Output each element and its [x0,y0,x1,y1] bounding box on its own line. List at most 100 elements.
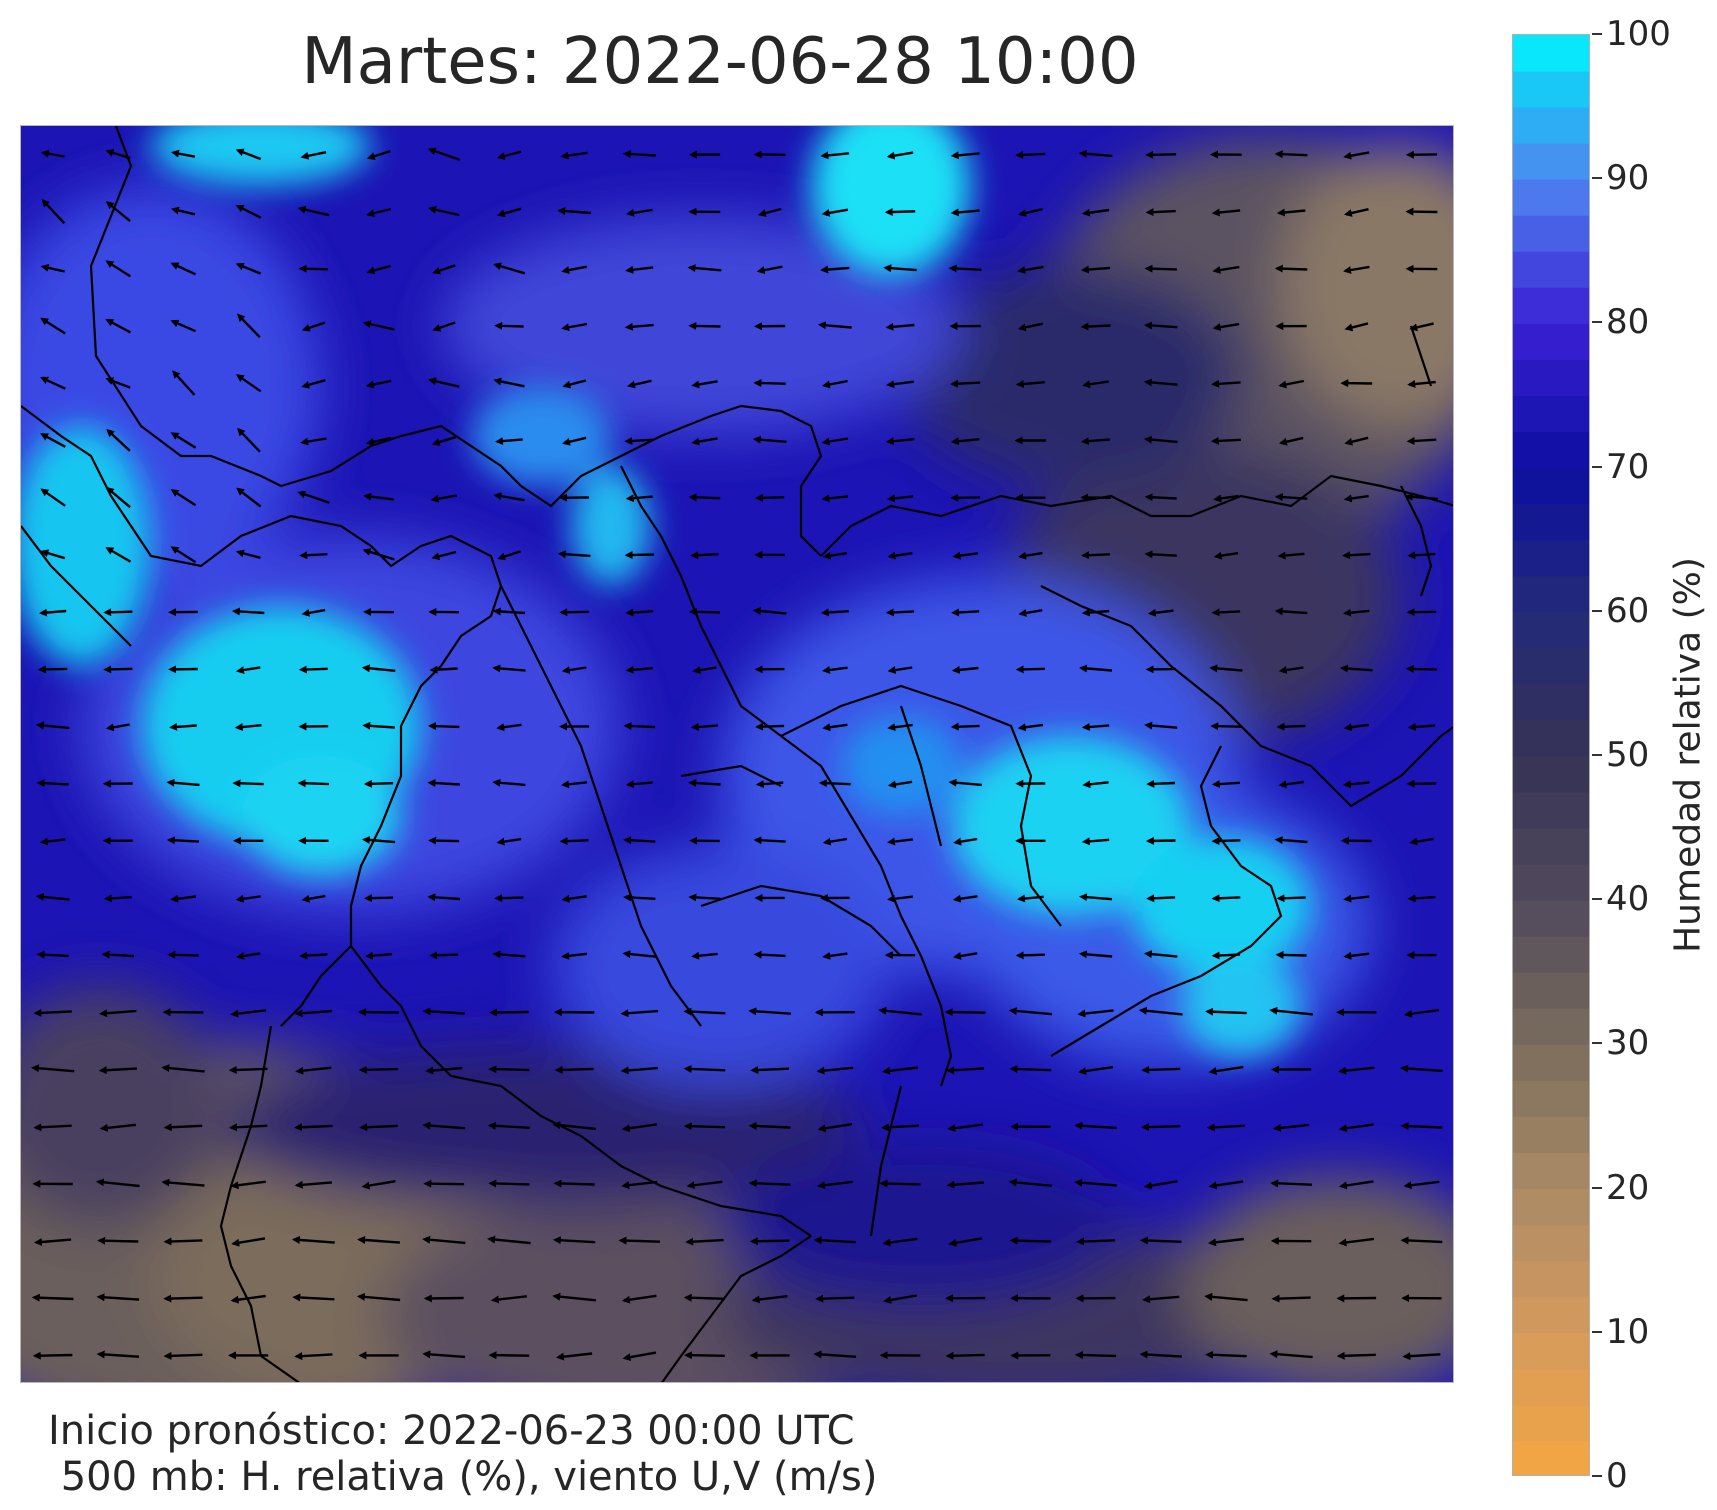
wind-arrow [103,894,132,903]
wind-arrow [813,1236,856,1245]
wind-arrow [103,665,133,674]
wind-arrow [294,1123,333,1132]
wind-arrow [105,486,131,509]
wind-arrow [494,321,524,330]
wind-arrow [625,494,653,503]
wind-arrow [686,1180,723,1190]
wind-arrow [1018,208,1043,217]
wind-arrow [887,780,913,789]
wind-arrow [690,722,719,731]
wind-arrow [496,207,522,218]
wind-arrow [1406,608,1437,617]
humidity-wind-map[interactable] [20,125,1454,1383]
wind-arrow [953,837,978,846]
colorbar-band [1513,323,1589,360]
wind-arrow [171,149,196,158]
wind-arrow [817,1123,853,1133]
wind-arrow [366,150,391,160]
wind-arrow [236,952,261,960]
wind-arrow [1407,722,1436,731]
wind-arrow [297,779,330,788]
wind-arrow [683,1122,726,1131]
wind-arrow [1213,551,1239,560]
wind-arrow [298,264,329,273]
wind-arrow [1277,551,1305,560]
wind-arrow [237,427,261,453]
colorbar-tick-label: 40 [1606,879,1650,920]
wind-arrow [492,950,526,959]
wind-arrow [822,723,848,732]
wind-arrow [291,1235,335,1244]
colorbar-tick-label: 100 [1606,14,1671,54]
wind-arrow [1269,1006,1314,1016]
colorbar-band [1513,683,1589,721]
wind-arrow [947,1123,984,1133]
colorbar-tick-mark [1592,1475,1602,1477]
wind-arrow [1276,208,1306,217]
wind-arrow [884,208,916,217]
wind-arrow [561,265,588,275]
wind-arrow [31,1064,75,1073]
wind-arrow [1339,664,1373,673]
wind-arrow [1338,1066,1375,1075]
wind-arrow [621,1294,657,1304]
wind-arrow [1343,494,1369,503]
wind-arrow [105,377,131,389]
wind-arrow [1080,437,1111,446]
wind-arrow [488,1065,530,1074]
wind-arrow [624,322,654,331]
wind-arrow [883,264,917,273]
wind-arrow [105,318,132,334]
colorbar-band [1513,1188,1589,1226]
colorbar-band [1513,1044,1589,1081]
wind-arrow [1008,1007,1053,1016]
wind-arrow [1212,265,1240,274]
wind-arrow [1403,1180,1440,1190]
wind-arrow [1400,1064,1443,1073]
wind-arrow [40,376,66,390]
wind-arrow [1142,1295,1180,1304]
wind-arrow [365,436,392,446]
wind-arrow [1079,664,1113,673]
colorbar-band [1513,1368,1589,1406]
wind-arrow [1078,149,1113,158]
wind-arrow [167,950,199,959]
wind-arrow [362,548,395,561]
wind-arrow [1017,894,1044,903]
wind-arrow [1078,1065,1114,1075]
wind-arrow [1080,322,1111,331]
wind-arrow [885,608,915,617]
wind-arrow [684,1351,725,1360]
wind-arrow [170,546,197,564]
wind-arrow [817,321,852,330]
colorbar-band [1513,1116,1589,1154]
wind-arrow [295,1066,332,1075]
wind-arrow [1405,664,1438,673]
wind-arrow [683,1293,726,1302]
wind-arrow [753,836,786,845]
wind-arrow [1336,1351,1376,1360]
wind-arrow [1144,264,1177,273]
wind-arrow [36,779,69,788]
wind-arrow [299,951,328,960]
wind-arrow [562,379,587,389]
wind-arrow [1211,837,1241,845]
wind-arrow [1409,322,1434,332]
wind-arrow [39,837,66,846]
forecast-footer: Inicio pronóstico: 2022-06-23 00:00 UTC … [48,1408,877,1500]
wind-arrow [1074,1178,1117,1187]
wind-arrow [169,722,197,731]
colorbar-band [1513,936,1589,973]
colorbar-tick-mark [1592,1042,1602,1045]
wind-arrow [821,379,848,389]
colorbar-band [1513,143,1589,180]
wind-arrow [887,666,913,674]
wind-arrow [1343,608,1370,617]
wind-arrow [561,894,587,903]
wind-arrow [752,435,787,444]
wind-arrow [161,1178,205,1187]
wind-arrow [235,204,262,219]
wind-arrow [625,665,653,674]
wind-arrow [820,265,850,274]
wind-arrow [1144,321,1178,330]
